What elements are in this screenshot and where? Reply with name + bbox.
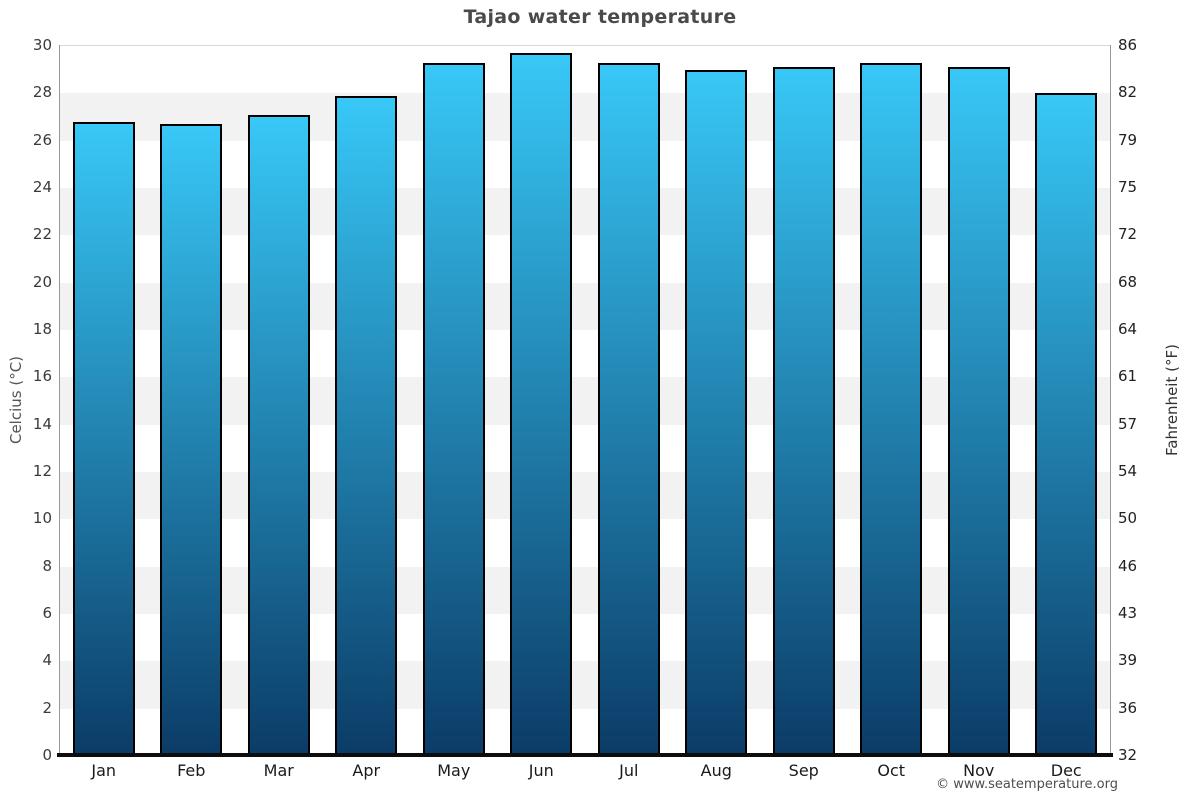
- celsius-tick-14: 14: [32, 414, 52, 433]
- bar-feb: [160, 124, 223, 756]
- month-label-nov: Nov: [963, 761, 995, 780]
- celsius-tick-12: 12: [32, 462, 52, 480]
- bar-nov: [947, 67, 1010, 756]
- celsius-tick-6: 6: [42, 604, 52, 622]
- bar-aug: [685, 69, 748, 756]
- celsius-tick-26: 26: [32, 130, 52, 149]
- bar-mar: [247, 114, 310, 756]
- fahrenheit-tick-86: 86: [1118, 36, 1138, 54]
- bar-oct: [860, 62, 923, 756]
- celsius-tick-22: 22: [32, 225, 52, 244]
- grid-band: [60, 377, 1110, 425]
- grid-band: [60, 519, 1110, 567]
- fahrenheit-tick-32: 32: [1118, 746, 1138, 764]
- fahrenheit-tick-36: 36: [1118, 698, 1138, 717]
- month-label-jan: Jan: [91, 761, 117, 780]
- month-label-jun: Jun: [528, 761, 554, 780]
- celsius-tick-30: 30: [32, 36, 52, 54]
- celsius-tick-2: 2: [42, 698, 52, 717]
- month-label-sep: Sep: [788, 761, 819, 780]
- grid-band: [60, 282, 1110, 330]
- bar-apr: [335, 95, 398, 756]
- plot-area: [60, 45, 1110, 756]
- celsius-tick-24: 24: [32, 178, 52, 196]
- bar-jul: [597, 62, 660, 756]
- month-label-dec: Dec: [1050, 761, 1082, 780]
- left-axis-line: [59, 45, 60, 755]
- grid-band: [60, 93, 1110, 141]
- celsius-tick-10: 10: [32, 509, 52, 528]
- fahrenheit-tick-50: 50: [1118, 509, 1138, 528]
- fahrenheit-tick-82: 82: [1118, 83, 1138, 102]
- grid-band: [60, 46, 1110, 94]
- right-axis-line: [1110, 45, 1111, 755]
- grid-band: [60, 708, 1110, 756]
- celsius-tick-20: 20: [32, 272, 52, 291]
- grid-band: [60, 188, 1110, 236]
- bar-dec: [1035, 93, 1098, 756]
- celsius-tick-4: 4: [42, 651, 52, 670]
- month-label-mar: Mar: [263, 761, 294, 780]
- month-label-jul: Jul: [619, 761, 639, 780]
- grid-band: [60, 566, 1110, 614]
- fahrenheit-tick-57: 57: [1118, 414, 1138, 433]
- celsius-tick-8: 8: [42, 556, 52, 575]
- grid-band: [60, 661, 1110, 709]
- fahrenheit-tick-72: 72: [1118, 225, 1138, 244]
- month-label-oct: Oct: [877, 761, 906, 780]
- fahrenheit-tick-68: 68: [1118, 272, 1138, 291]
- fahrenheit-tick-54: 54: [1118, 462, 1138, 480]
- bar-jun: [510, 53, 573, 756]
- grid-band: [60, 472, 1110, 520]
- fahrenheit-tick-46: 46: [1118, 556, 1138, 575]
- month-label-aug: Aug: [700, 761, 732, 780]
- fahrenheit-axis-title: Fahrenheit (°F): [1163, 344, 1181, 456]
- grid-band: [60, 140, 1110, 188]
- fahrenheit-tick-43: 43: [1118, 604, 1138, 622]
- month-label-apr: Apr: [352, 761, 381, 780]
- fahrenheit-tick-61: 61: [1118, 367, 1138, 386]
- celsius-axis-title: Celcius (°C): [7, 355, 25, 445]
- copyright-watermark: © www.seatemperature.org: [936, 777, 1118, 792]
- celsius-tick-0: 0: [42, 746, 52, 764]
- chart-title: Tajao water temperature: [463, 6, 737, 28]
- bar-may: [422, 62, 485, 756]
- celsius-tick-18: 18: [32, 320, 52, 338]
- fahrenheit-tick-79: 79: [1118, 130, 1138, 149]
- month-label-may: May: [437, 761, 471, 780]
- grid-band: [60, 424, 1110, 472]
- bar-sep: [772, 67, 835, 756]
- celsius-tick-16: 16: [32, 367, 52, 386]
- celsius-tick-28: 28: [32, 83, 52, 102]
- grid-band: [60, 235, 1110, 283]
- grid-band: [60, 614, 1110, 662]
- bar-jan: [72, 121, 135, 756]
- grid-band: [60, 330, 1110, 378]
- month-label-feb: Feb: [177, 761, 206, 780]
- fahrenheit-tick-64: 64: [1118, 320, 1138, 338]
- fahrenheit-tick-39: 39: [1118, 651, 1138, 670]
- fahrenheit-tick-75: 75: [1118, 178, 1138, 196]
- x-axis-baseline: [57, 753, 1113, 757]
